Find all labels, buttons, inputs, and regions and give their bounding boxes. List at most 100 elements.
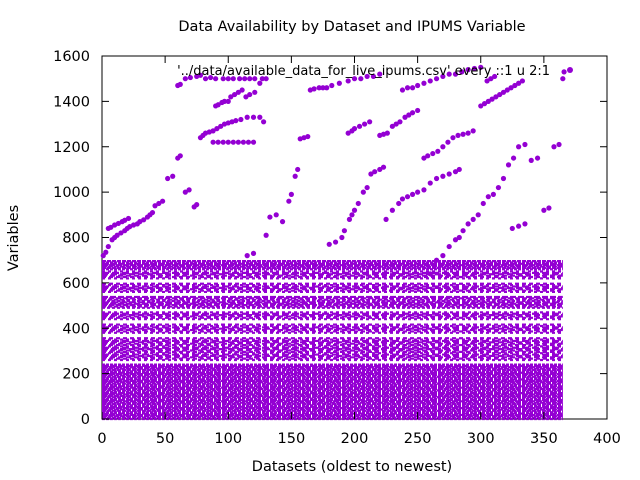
data-point xyxy=(160,198,166,204)
data-point xyxy=(187,74,193,81)
data-point xyxy=(490,191,496,197)
data-point xyxy=(305,133,311,140)
y-tick-label: 1200 xyxy=(53,140,90,156)
data-point xyxy=(509,225,515,232)
data-point xyxy=(182,189,188,195)
data-point xyxy=(546,205,552,211)
data-point xyxy=(556,141,562,148)
data-point xyxy=(351,76,358,82)
data-point xyxy=(421,80,427,86)
y-axis-label: Variables xyxy=(6,205,22,271)
data-point xyxy=(497,91,503,98)
data-point xyxy=(235,89,241,95)
data-point xyxy=(215,102,221,108)
data-point xyxy=(214,126,220,132)
data-point xyxy=(504,87,510,93)
data-point xyxy=(267,214,273,220)
data-point xyxy=(516,144,522,150)
data-point xyxy=(445,139,451,145)
data-point xyxy=(440,253,446,259)
data-point xyxy=(356,123,363,129)
data-point xyxy=(440,73,446,80)
data-point xyxy=(194,202,200,208)
data-point xyxy=(207,74,214,81)
data-point xyxy=(470,128,476,134)
data-point xyxy=(421,187,427,193)
data-point xyxy=(326,241,332,247)
data-point xyxy=(372,169,378,175)
data-point xyxy=(465,221,471,227)
data-point xyxy=(484,78,490,84)
data-point xyxy=(440,144,446,150)
data-point xyxy=(516,223,522,229)
data-point xyxy=(409,85,416,91)
data-point xyxy=(149,209,156,216)
data-point xyxy=(427,78,433,84)
data-point xyxy=(415,189,421,195)
data-point xyxy=(225,139,231,145)
data-point xyxy=(351,126,358,132)
data-point xyxy=(425,153,431,159)
data-point xyxy=(450,135,456,141)
data-point xyxy=(263,232,269,238)
data-point xyxy=(505,162,512,168)
data-point xyxy=(455,132,461,139)
data-point xyxy=(430,150,436,157)
data-point xyxy=(239,87,245,93)
y-tick-label: 1000 xyxy=(53,185,90,201)
data-point xyxy=(221,98,228,104)
data-point xyxy=(186,187,192,193)
data-point xyxy=(399,196,406,202)
data-point xyxy=(243,94,249,100)
data-point xyxy=(250,139,257,145)
data-point xyxy=(237,76,243,82)
y-tick-label: 0 xyxy=(81,412,90,428)
data-point xyxy=(512,82,518,89)
data-point xyxy=(452,237,459,243)
data-point xyxy=(118,230,124,236)
data-point xyxy=(165,175,171,182)
data-point xyxy=(225,76,231,82)
data-point xyxy=(465,130,471,136)
data-point xyxy=(125,215,132,222)
y-tick-label: 600 xyxy=(62,276,90,292)
data-point xyxy=(231,91,238,98)
data-point xyxy=(362,121,368,127)
x-tick-label: 250 xyxy=(404,431,432,447)
data-point xyxy=(170,173,176,179)
data-point xyxy=(500,175,507,182)
data-point xyxy=(508,85,514,91)
data-point xyxy=(345,130,351,136)
plot-points xyxy=(100,64,573,421)
data-point xyxy=(252,89,258,95)
data-point xyxy=(415,82,421,89)
data-point xyxy=(273,212,279,218)
data-point xyxy=(519,78,526,84)
data-point xyxy=(415,107,421,114)
data-point xyxy=(389,207,395,213)
y-tick-label: 1400 xyxy=(53,94,90,110)
data-point xyxy=(177,81,183,87)
data-point xyxy=(551,144,557,150)
data-point xyxy=(220,139,226,145)
data-point xyxy=(396,200,402,207)
data-point xyxy=(320,85,326,91)
data-point xyxy=(177,153,183,159)
data-point xyxy=(364,73,370,80)
x-tick-label: 350 xyxy=(530,431,558,447)
data-point xyxy=(152,203,158,209)
data-point xyxy=(238,116,244,123)
data-point xyxy=(489,96,495,102)
data-point xyxy=(288,191,294,197)
data-point xyxy=(324,85,330,91)
data-point xyxy=(225,98,231,104)
data-point xyxy=(393,121,399,127)
data-point xyxy=(295,166,301,173)
data-point xyxy=(397,119,403,125)
data-point xyxy=(560,76,566,82)
data-point xyxy=(242,76,248,82)
data-point xyxy=(492,73,498,80)
data-point xyxy=(329,82,335,89)
data-point xyxy=(488,76,494,82)
